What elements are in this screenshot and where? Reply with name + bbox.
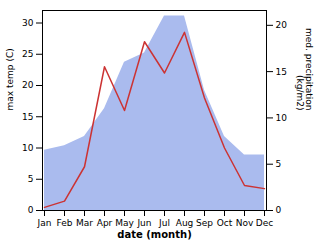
svg-text:Jul: Jul bbox=[158, 218, 170, 228]
svg-text:5: 5 bbox=[276, 159, 282, 169]
svg-text:Apr: Apr bbox=[97, 218, 113, 228]
svg-text:10: 10 bbox=[22, 143, 34, 153]
svg-text:5: 5 bbox=[28, 174, 34, 184]
svg-text:20: 20 bbox=[22, 80, 34, 90]
svg-text:Jun: Jun bbox=[136, 218, 151, 228]
svg-text:Nov: Nov bbox=[236, 218, 254, 228]
svg-text:Sep: Sep bbox=[196, 218, 213, 228]
svg-text:Feb: Feb bbox=[57, 218, 73, 228]
svg-text:Dec: Dec bbox=[256, 218, 273, 228]
svg-text:25: 25 bbox=[22, 49, 33, 59]
svg-text:Oct: Oct bbox=[217, 218, 233, 228]
svg-text:May: May bbox=[115, 218, 134, 228]
svg-text:15: 15 bbox=[276, 66, 287, 76]
svg-text:30: 30 bbox=[22, 18, 34, 28]
svg-text:0: 0 bbox=[28, 205, 34, 215]
svg-text:Mar: Mar bbox=[76, 218, 93, 228]
svg-text:20: 20 bbox=[276, 20, 288, 30]
svg-text:med. precipitation(kg/m2): med. precipitation(kg/m2) bbox=[295, 28, 314, 110]
svg-text:0: 0 bbox=[276, 205, 282, 215]
svg-text:Aug: Aug bbox=[176, 218, 194, 228]
svg-text:10: 10 bbox=[276, 113, 288, 123]
svg-text:Jan: Jan bbox=[37, 218, 52, 228]
svg-text:15: 15 bbox=[22, 112, 33, 122]
svg-text:date (month): date (month) bbox=[117, 229, 191, 240]
svg-text:max temp (C): max temp (C) bbox=[5, 48, 15, 110]
